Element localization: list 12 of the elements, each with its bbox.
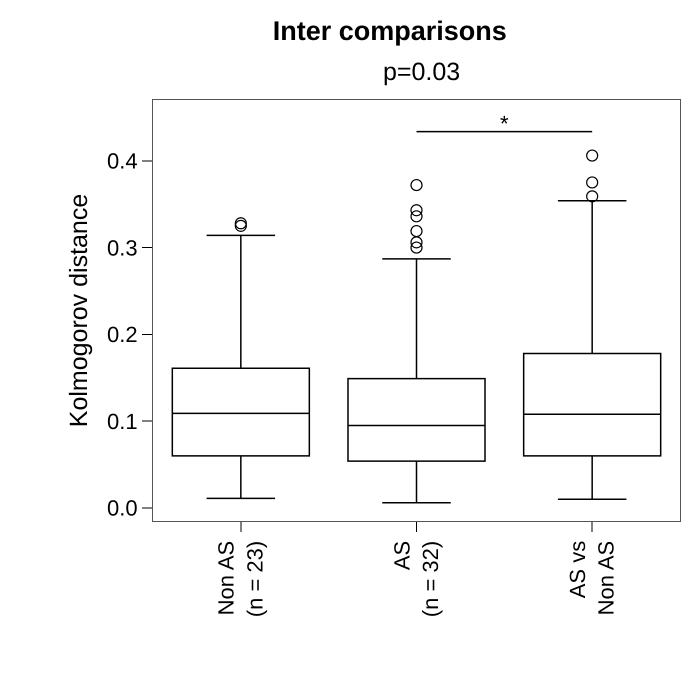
x-tick-label: AS vs Non AS (565, 540, 619, 616)
chart-subtitle: p=0.03 (383, 58, 460, 86)
y-tick-label: 0.4 (107, 148, 138, 174)
y-tick-label: 0.3 (107, 235, 138, 260)
chart-title: Inter comparisons (272, 16, 507, 46)
x-tick-label: AS (n = 32) (389, 540, 443, 618)
y-tick-label: 0.1 (107, 408, 138, 434)
annotation: * (500, 111, 509, 136)
y-axis-title: Kolmogorov distance (64, 194, 93, 428)
y-tick-label: 0.2 (107, 322, 138, 348)
y-tick-label: 0.0 (107, 496, 138, 521)
x-tick-label: Non AS (n = 23) (214, 540, 268, 618)
